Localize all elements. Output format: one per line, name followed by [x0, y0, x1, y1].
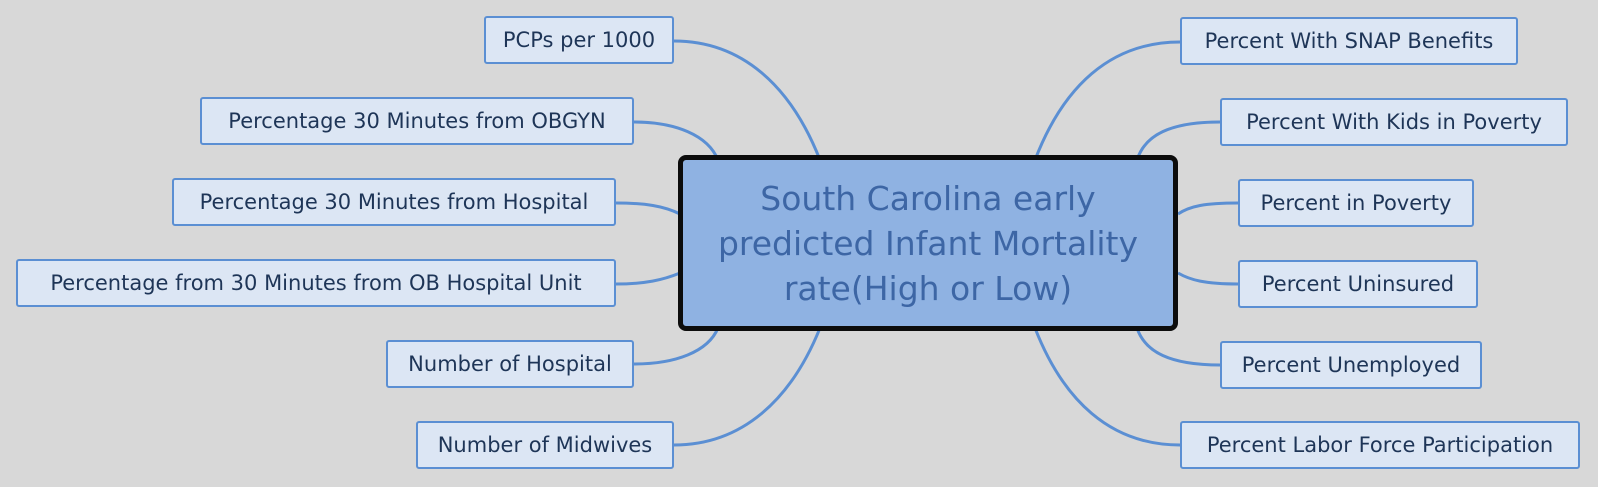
node-label: Percent Uninsured: [1261, 272, 1455, 296]
connector-pcps: [673, 39, 822, 161]
node-label: Percent Unemployed: [1241, 353, 1461, 377]
connector-labor-force: [1033, 327, 1181, 447]
node-percent-unemployed[interactable]: Percent Unemployed: [1220, 341, 1482, 389]
node-label: Percent With Kids in Poverty: [1246, 110, 1542, 134]
node-label: Number of Midwives: [437, 433, 653, 457]
connector-num-hospital: [633, 327, 720, 366]
node-label: PCPs per 1000: [502, 28, 656, 52]
central-topic-label: South Carolina early predicted Infant Mo…: [717, 178, 1139, 308]
connector-unemployed: [1135, 327, 1221, 367]
node-percent-snap[interactable]: Percent With SNAP Benefits: [1180, 17, 1518, 65]
connector-midwives: [673, 327, 822, 447]
node-number-of-midwives[interactable]: Number of Midwives: [416, 421, 674, 469]
connector-ob-unit: [615, 271, 681, 286]
node-label: Percent in Poverty: [1260, 191, 1452, 215]
connector-kids-poverty: [1135, 120, 1221, 161]
node-label: Percent Labor Force Participation: [1206, 433, 1554, 457]
connector-hospital: [615, 201, 681, 216]
connector-uninsured: [1177, 271, 1239, 286]
connector-obgyn: [633, 120, 720, 161]
node-percentage-30-min-obgyn[interactable]: Percentage 30 Minutes from OBGYN: [200, 97, 634, 145]
node-number-of-hospital[interactable]: Number of Hospital: [386, 340, 634, 388]
node-label: Percent With SNAP Benefits: [1204, 29, 1494, 53]
node-percent-labor-force[interactable]: Percent Labor Force Participation: [1180, 421, 1580, 469]
connector-snap: [1033, 40, 1181, 161]
node-label: Number of Hospital: [408, 352, 612, 376]
connector-poverty: [1177, 201, 1239, 216]
node-label: Percentage 30 Minutes from Hospital: [199, 190, 589, 214]
node-label: Percentage from 30 Minutes from OB Hospi…: [50, 271, 582, 295]
node-pcps-per-1000[interactable]: PCPs per 1000: [484, 16, 674, 64]
central-topic[interactable]: South Carolina early predicted Infant Mo…: [678, 155, 1178, 331]
node-percent-uninsured[interactable]: Percent Uninsured: [1238, 260, 1478, 308]
node-percentage-30-min-ob-unit[interactable]: Percentage from 30 Minutes from OB Hospi…: [16, 259, 616, 307]
node-label: Percentage 30 Minutes from OBGYN: [228, 109, 606, 133]
node-percent-kids-poverty[interactable]: Percent With Kids in Poverty: [1220, 98, 1568, 146]
node-percentage-30-min-hospital[interactable]: Percentage 30 Minutes from Hospital: [172, 178, 616, 226]
node-percent-in-poverty[interactable]: Percent in Poverty: [1238, 179, 1474, 227]
